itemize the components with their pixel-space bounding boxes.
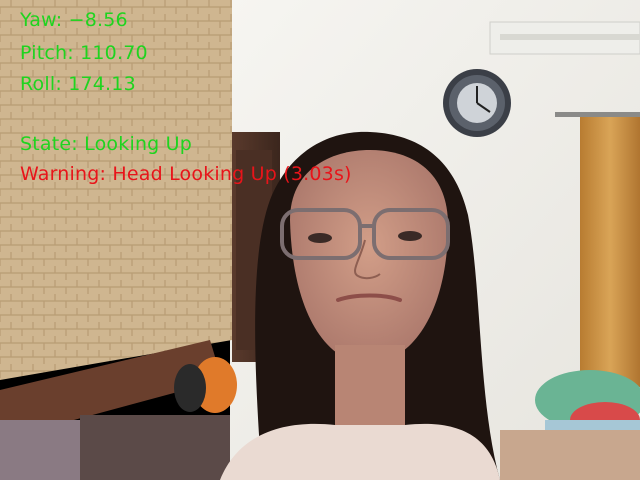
wall-clock-icon — [443, 69, 511, 137]
face — [290, 150, 448, 365]
glasses — [280, 208, 450, 260]
brick-wall — [0, 0, 232, 380]
curtain — [580, 117, 640, 387]
